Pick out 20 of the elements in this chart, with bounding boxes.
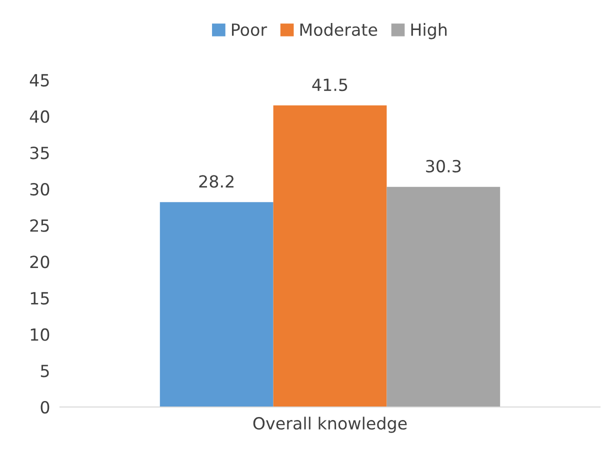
y-tick-label: 15: [30, 292, 49, 305]
y-tick-label: 25: [30, 219, 49, 232]
y-tick-label: 0: [40, 400, 50, 414]
bar: [386, 186, 500, 407]
legend-label: Moderate: [300, 23, 378, 36]
y-tick-label: 20: [30, 256, 50, 268]
y-tick-label: 40: [30, 110, 50, 123]
y-tick-label: 45: [30, 74, 49, 87]
y-tick-label: 30: [30, 182, 50, 196]
data-label: 28.2: [199, 175, 234, 188]
data-label: 41.5: [312, 78, 348, 92]
y-tick-label: 10: [30, 328, 50, 341]
y-tick-label: 35: [30, 146, 49, 160]
data-label: 30.3: [426, 160, 461, 172]
legend-label: High: [411, 23, 447, 40]
bar: [160, 202, 274, 407]
bar: [273, 105, 387, 407]
y-tick-label: 5: [40, 364, 49, 378]
legend-label: Poor: [232, 24, 268, 36]
x-tick-label: Overall knowledge: [253, 416, 407, 433]
